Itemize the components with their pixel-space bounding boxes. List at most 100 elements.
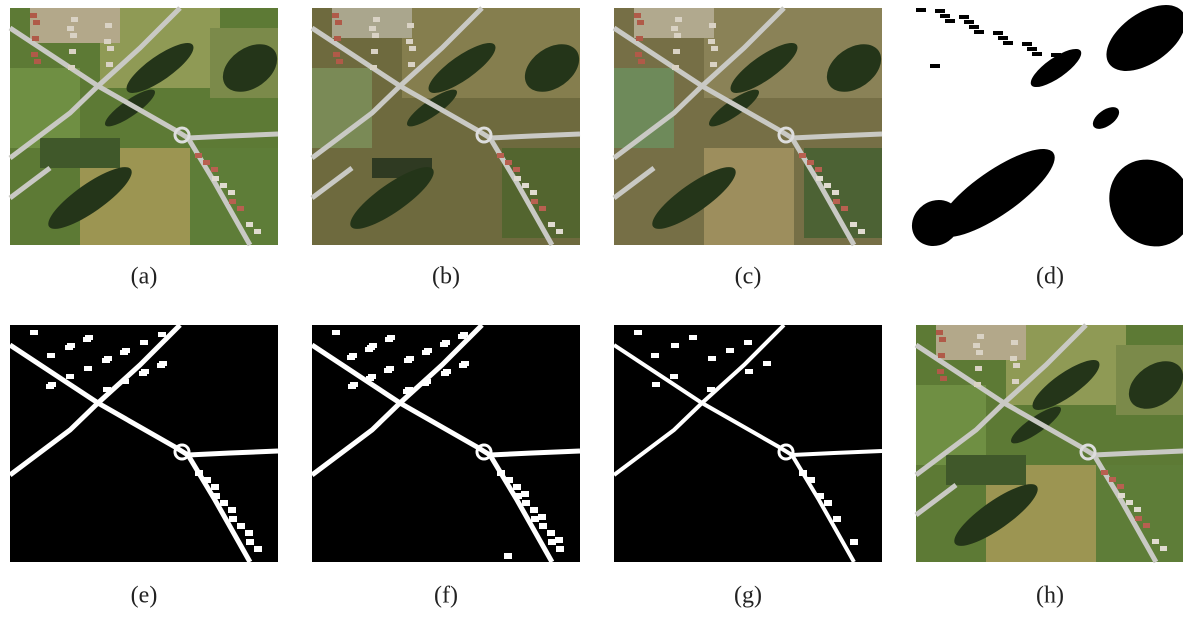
building-mask (46, 384, 54, 389)
house (505, 160, 512, 165)
house (635, 52, 642, 57)
building-mask (548, 539, 556, 545)
building-mask (332, 330, 340, 335)
building-mask (440, 342, 448, 347)
building-mask (158, 332, 166, 337)
building-mask (121, 379, 129, 384)
house (799, 153, 806, 158)
mask-blob (1056, 58, 1066, 62)
building-mask (522, 500, 530, 506)
house (975, 366, 982, 371)
house (675, 17, 682, 22)
building-mask (254, 546, 262, 552)
house (409, 46, 416, 51)
house (104, 39, 111, 44)
house (807, 160, 814, 165)
house (370, 65, 377, 70)
house (1118, 493, 1125, 498)
house (513, 167, 520, 172)
building-mask (521, 491, 529, 497)
building-mask (833, 516, 841, 522)
building-mask (139, 371, 147, 376)
building-mask (220, 500, 228, 506)
building-mask (547, 530, 555, 536)
house (850, 222, 857, 227)
house (32, 36, 39, 41)
building-mask (421, 381, 429, 386)
panel-label: (f) (434, 583, 458, 609)
building-mask (140, 340, 148, 345)
building-mask (245, 530, 253, 536)
house (858, 229, 865, 234)
house (824, 183, 831, 188)
house (67, 26, 74, 31)
building-mask (824, 500, 832, 506)
building-mask (84, 366, 92, 371)
house (1012, 379, 1019, 384)
building-mask (651, 353, 659, 358)
house (1134, 507, 1141, 512)
mask-blob (916, 8, 926, 12)
image-panel (614, 325, 882, 562)
image-panel (916, 325, 1183, 562)
panel-label: (d) (1036, 264, 1064, 290)
mask-blob (964, 20, 974, 24)
house (674, 33, 681, 38)
house (497, 153, 504, 158)
building-mask (47, 353, 55, 358)
house (672, 65, 679, 70)
building-mask (807, 477, 815, 483)
panel-label: (c) (735, 264, 762, 290)
field (10, 68, 80, 148)
house (1109, 477, 1116, 482)
house (841, 206, 848, 211)
house (254, 229, 261, 234)
mask-blob (959, 15, 969, 19)
building-mask (514, 493, 522, 499)
building-mask (497, 470, 505, 476)
building-mask (689, 335, 697, 340)
house (372, 33, 379, 38)
house (708, 39, 715, 44)
mask-blob (945, 19, 955, 23)
house (1160, 546, 1167, 551)
house (833, 199, 840, 204)
field (916, 385, 986, 465)
panel-label: (h) (1036, 583, 1064, 609)
building-mask (726, 348, 734, 353)
building-mask (634, 330, 642, 335)
house (1101, 470, 1108, 475)
building-mask (671, 343, 679, 348)
figure: (a)(b)(c)(d)(e)(f)(g)(h) (0, 0, 1183, 614)
building-mask (404, 358, 412, 363)
building-mask (384, 368, 392, 373)
house (31, 52, 38, 57)
building-mask (212, 493, 220, 499)
house (530, 190, 537, 195)
house (369, 26, 376, 31)
building-mask (30, 330, 38, 335)
house (556, 229, 563, 234)
house (636, 36, 643, 41)
image-panel (10, 8, 286, 245)
building-mask (538, 514, 546, 520)
house (373, 17, 380, 22)
mask-blob (1032, 52, 1042, 56)
building-mask (103, 387, 111, 392)
house (522, 183, 529, 188)
building-mask (458, 334, 466, 339)
house (229, 199, 236, 204)
building-mask (228, 507, 236, 513)
house (246, 222, 253, 227)
building-mask (203, 477, 211, 483)
house (33, 20, 40, 25)
building-mask (670, 374, 678, 379)
house (237, 206, 244, 211)
field (946, 455, 1026, 485)
house (212, 176, 219, 181)
building-mask (365, 347, 373, 352)
house (1010, 356, 1017, 361)
house (69, 49, 76, 54)
house (1117, 484, 1124, 489)
building-mask (195, 470, 203, 476)
